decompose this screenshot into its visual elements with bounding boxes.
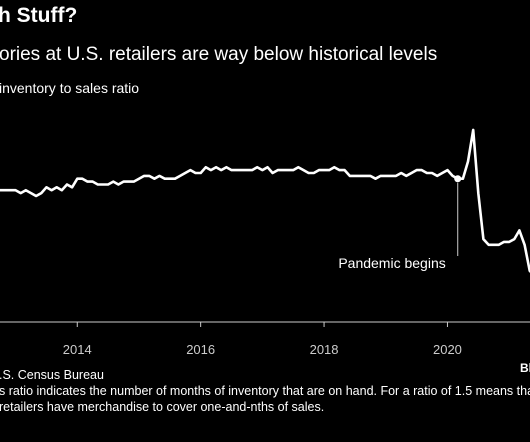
line-chart: 2014 2016 2018 2020 Pandemic begins (0, 128, 530, 357)
x-tick-label: 2018 (310, 342, 339, 357)
chart-subtitle: ories at U.S. retailers are way below hi… (0, 44, 438, 65)
y-axis-label: inventory to sales ratio (0, 80, 140, 96)
x-tick-label: 2016 (186, 342, 215, 357)
x-tick-label: 2014 (63, 342, 92, 357)
bloomberg-logo: Bl (520, 361, 530, 375)
x-tick-label: 2020 (433, 342, 462, 357)
chart-title: h Stuff? (0, 4, 78, 27)
footnote: s ratio indicates the number of months o… (0, 384, 530, 414)
source-note: .S. Census Bureau (0, 368, 104, 382)
series-line (0, 128, 530, 273)
annotation-label: Pandemic begins (338, 255, 445, 271)
annotation-dot (454, 175, 462, 183)
